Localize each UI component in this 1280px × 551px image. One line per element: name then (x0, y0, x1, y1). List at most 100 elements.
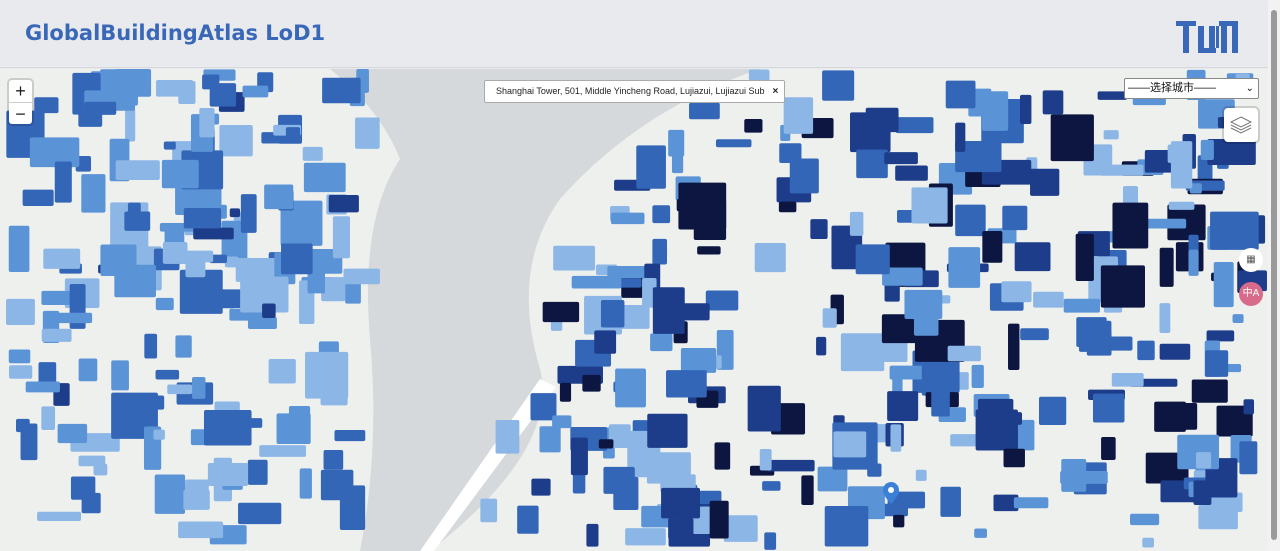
building (229, 208, 241, 218)
building (1101, 437, 1116, 460)
building (689, 102, 720, 120)
building (1000, 412, 1023, 425)
building (1159, 303, 1171, 334)
building (8, 225, 30, 273)
building (480, 498, 498, 523)
building (840, 333, 885, 372)
translate-icon[interactable]: 中A (1239, 282, 1263, 306)
building (43, 248, 81, 269)
building (517, 505, 539, 534)
building (1193, 480, 1212, 505)
building (22, 189, 54, 207)
building (1207, 138, 1256, 165)
bridge (420, 379, 556, 551)
building (974, 528, 987, 538)
building (1191, 379, 1228, 403)
building (167, 384, 193, 395)
building (625, 528, 666, 546)
building (1003, 448, 1025, 468)
building (759, 448, 772, 471)
building (259, 445, 307, 457)
building (571, 275, 622, 289)
location-marker-icon[interactable] (883, 482, 899, 504)
layers-button[interactable] (1224, 108, 1258, 142)
building (955, 204, 986, 237)
building (1061, 459, 1087, 492)
building (178, 521, 224, 539)
building (100, 244, 137, 277)
building (155, 369, 180, 380)
building (41, 406, 56, 431)
building (1014, 242, 1051, 272)
building (824, 505, 869, 547)
building (1099, 164, 1144, 176)
building (650, 333, 673, 352)
building (268, 358, 296, 384)
building (192, 377, 206, 399)
building (1137, 218, 1187, 229)
building (715, 139, 752, 148)
building (1206, 330, 1235, 342)
building (1097, 336, 1133, 351)
zoom-in-button[interactable]: + (15, 81, 26, 101)
building (1030, 168, 1060, 196)
building (895, 117, 934, 134)
building (1008, 323, 1020, 370)
building (982, 231, 1003, 263)
building (224, 256, 239, 268)
building (955, 122, 966, 152)
building (1205, 350, 1229, 377)
building (264, 184, 294, 210)
building (697, 246, 721, 255)
zoom-out-button[interactable]: − (9, 102, 32, 124)
building (84, 101, 117, 115)
map-canvas[interactable] (0, 69, 1268, 551)
building (242, 85, 269, 98)
building (1050, 114, 1094, 162)
building (762, 481, 781, 491)
building (202, 74, 220, 90)
building (636, 145, 666, 189)
building (343, 268, 380, 285)
map-view[interactable]: + − Shanghai Tower, 501, Middle Yincheng… (0, 69, 1268, 551)
building (1188, 249, 1199, 276)
qr-add-icon[interactable]: ▦ (1239, 248, 1263, 272)
building (881, 503, 908, 517)
building (668, 518, 694, 540)
page-scrollbar[interactable] (1268, 0, 1280, 551)
building (20, 423, 38, 461)
building (199, 108, 215, 138)
building (680, 348, 717, 373)
building (676, 199, 688, 212)
building (887, 391, 919, 422)
building (594, 330, 617, 354)
building (607, 266, 652, 279)
building (723, 515, 758, 542)
building (276, 413, 311, 444)
building (6, 298, 35, 326)
clear-search-button[interactable]: × (772, 86, 779, 97)
building (209, 254, 227, 264)
building (1239, 441, 1258, 475)
building (598, 439, 614, 449)
building (100, 69, 136, 111)
city-select[interactable]: ——选择城市—— ⌄ (1124, 78, 1259, 99)
scrollbar-thumb[interactable] (1271, 10, 1277, 540)
building (940, 486, 961, 517)
building (865, 107, 899, 133)
building (1002, 205, 1028, 231)
building (884, 152, 918, 165)
building (1111, 373, 1144, 387)
building (822, 308, 837, 328)
building (247, 459, 268, 485)
building (1142, 537, 1154, 548)
building (1013, 497, 1049, 509)
search-input[interactable]: Shanghai Tower, 501, Middle Yincheng Roa… (484, 80, 786, 103)
building (531, 478, 551, 496)
building (1033, 291, 1064, 308)
building (299, 468, 312, 499)
building (1170, 141, 1193, 189)
building (948, 247, 981, 288)
building (281, 243, 313, 275)
building (1200, 139, 1214, 161)
